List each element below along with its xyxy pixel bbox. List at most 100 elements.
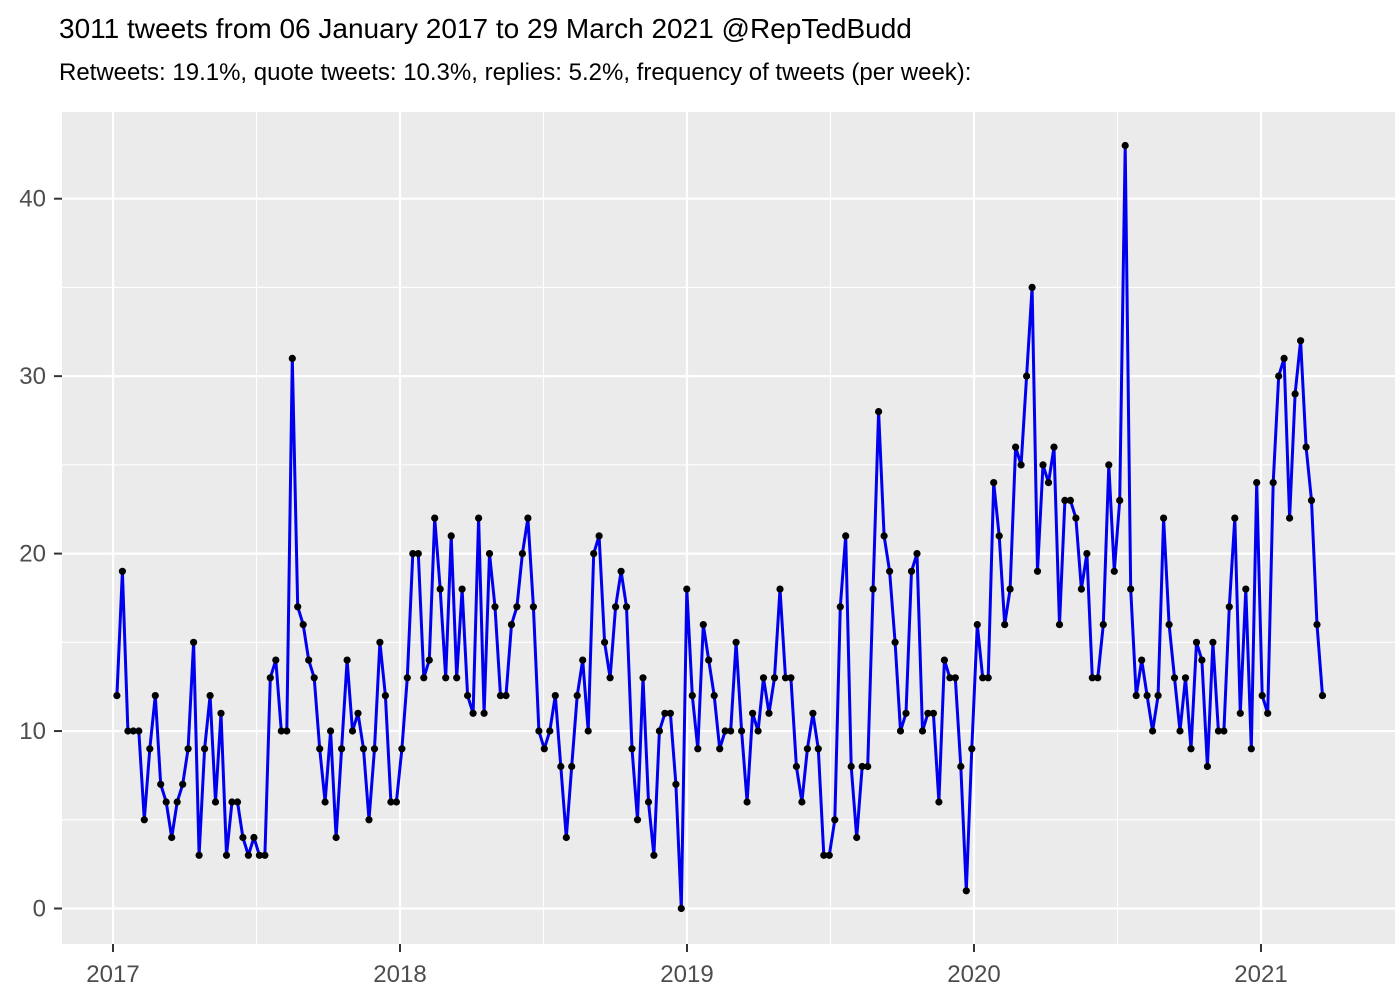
data-point: [442, 674, 450, 682]
data-point: [217, 709, 225, 717]
y-axis-labels: 0 10 20 30 40: [19, 186, 46, 923]
data-point: [135, 727, 143, 735]
data-point: [211, 798, 220, 806]
data-point: [1187, 745, 1195, 753]
data-point: [606, 674, 614, 682]
data-point: [359, 745, 368, 753]
data-point: [1001, 621, 1009, 629]
data-point: [425, 656, 433, 664]
y-tick-label: 10: [19, 718, 46, 745]
major-gridlines: [62, 112, 1395, 944]
data-point: [1236, 709, 1244, 717]
data-point: [1291, 390, 1299, 398]
data-point: [546, 727, 554, 735]
data-point: [233, 798, 242, 806]
data-point: [601, 638, 609, 646]
data-point: [666, 709, 675, 717]
data-point: [370, 745, 379, 753]
data-point: [1203, 762, 1211, 771]
data-point: [792, 762, 801, 771]
data-point: [129, 727, 137, 735]
data-point: [1028, 283, 1036, 291]
data-point: [809, 709, 817, 717]
data-point: [617, 567, 625, 575]
data-point: [1307, 496, 1316, 504]
data-point: [1099, 621, 1107, 629]
data-point: [1012, 443, 1020, 451]
data-point: [195, 851, 203, 859]
data-point: [288, 354, 296, 362]
data-point: [1110, 567, 1118, 575]
data-point: [338, 745, 346, 753]
data-point: [820, 851, 828, 859]
data-point: [732, 638, 740, 646]
data-point: [951, 674, 959, 682]
data-point: [310, 674, 318, 682]
data-point: [814, 745, 822, 753]
data-point: [765, 709, 773, 717]
data-point: [343, 656, 351, 664]
data-point: [228, 798, 236, 806]
data-point: [201, 745, 209, 753]
data-point: [590, 550, 598, 558]
data-point: [853, 833, 861, 842]
data-point: [414, 550, 422, 558]
data-point: [354, 709, 362, 717]
data-point: [562, 833, 570, 842]
data-point: [1318, 692, 1327, 700]
data-point: [447, 532, 455, 540]
data-point: [1116, 496, 1124, 504]
data-point: [1077, 585, 1085, 593]
data-point: [513, 603, 521, 611]
data-point: [738, 727, 746, 735]
data-point: [1143, 692, 1151, 700]
data-point: [973, 621, 981, 629]
data-point: [151, 692, 159, 700]
data-point: [1192, 638, 1201, 646]
x-axis-labels: 2017 2018 2019 2020 2021: [86, 961, 1287, 988]
data-point: [962, 887, 970, 895]
x-tick-label: 2020: [947, 961, 1000, 988]
data-point: [633, 816, 642, 824]
data-point: [803, 745, 812, 753]
data-point: [721, 727, 729, 735]
data-point: [655, 727, 664, 735]
data-point: [644, 798, 653, 806]
chart-subtitle: Retweets: 19.1%, quote tweets: 10.3%, re…: [59, 59, 972, 86]
data-point: [1225, 603, 1233, 611]
data-point: [1083, 550, 1091, 558]
data-point: [475, 514, 483, 522]
data-point: [540, 745, 548, 753]
data-point: [929, 709, 938, 717]
data-point: [348, 727, 357, 735]
data-point: [168, 833, 176, 842]
data-point: [1039, 461, 1047, 469]
data-point: [699, 621, 707, 629]
data-point: [277, 727, 285, 735]
data-point: [1214, 727, 1222, 735]
data-point: [880, 532, 888, 540]
data-point: [294, 603, 302, 611]
data-point: [710, 692, 718, 700]
data-point: [1072, 514, 1080, 522]
data-point: [113, 692, 121, 700]
data-point: [403, 674, 411, 682]
data-point: [727, 727, 735, 735]
data-point: [381, 692, 389, 700]
x-tick-label: 2021: [1234, 961, 1287, 988]
y-tick-label: 30: [19, 363, 46, 390]
data-point: [847, 762, 855, 771]
data-point: [716, 745, 724, 753]
data-point: [1165, 621, 1173, 629]
data-point: [896, 727, 905, 735]
data-point: [502, 692, 510, 700]
data-point: [261, 851, 269, 859]
data-point: [1127, 585, 1135, 593]
data-point: [1132, 692, 1140, 700]
data-point: [1006, 585, 1014, 593]
data-point: [316, 745, 324, 753]
data-point: [321, 798, 329, 806]
data-point: [995, 532, 1003, 540]
data-point: [1264, 709, 1272, 717]
data-point: [1247, 745, 1255, 753]
